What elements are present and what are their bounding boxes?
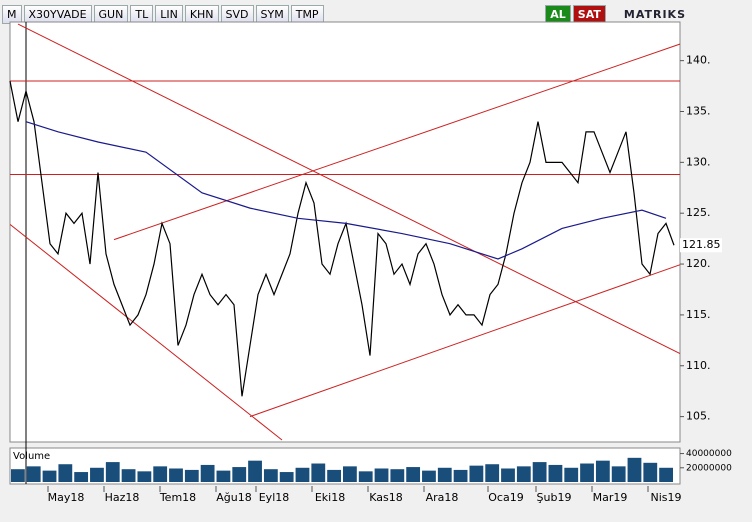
toolbar-button[interactable]: GUN <box>93 4 129 24</box>
toolbar-button[interactable]: SYM <box>255 4 289 24</box>
volume-bar <box>406 467 421 482</box>
y-tick-label: 105. <box>686 410 711 423</box>
volume-bar <box>169 468 183 482</box>
volume-bar <box>595 460 610 482</box>
toolbar-button[interactable]: TMP <box>290 4 324 24</box>
volume-bar <box>485 464 500 482</box>
x-tick-label: Eyl18 <box>259 491 290 504</box>
volume-tick-label: 40000000 <box>686 449 732 459</box>
toolbar-button[interactable]: TL <box>130 4 154 24</box>
volume-bar <box>26 466 41 482</box>
brand: MATRIKS <box>623 7 686 21</box>
volume-bar <box>90 467 104 482</box>
volume-bar <box>516 466 531 482</box>
volume-bar <box>263 469 278 482</box>
moving-average <box>25 121 667 260</box>
y-tick-label: 130. <box>686 155 711 168</box>
last-price-label: 121.85 <box>682 238 721 251</box>
y-tick-label: 140. <box>686 54 711 67</box>
volume-bar <box>153 466 168 482</box>
volume-bar <box>358 471 373 482</box>
volume-bar <box>232 467 247 482</box>
volume-bar <box>580 463 594 482</box>
volume-bar <box>105 462 120 482</box>
x-tick-label: Şub19 <box>537 491 572 504</box>
toolbar-button[interactable]: LIN <box>155 4 183 24</box>
y-tick-label: 115. <box>686 308 711 321</box>
trend-line <box>249 264 680 418</box>
volume-bar <box>564 467 579 482</box>
plot-area <box>9 21 681 443</box>
volume-bar <box>311 463 326 482</box>
y-tick-label: 125. <box>686 206 711 219</box>
volume-bar <box>200 464 215 482</box>
last-price-box <box>680 238 722 253</box>
volume-label: Volume <box>13 451 50 462</box>
volume-bar <box>659 467 673 482</box>
x-tick-label: May18 <box>48 491 85 504</box>
y-tick-label: 135. <box>686 104 711 117</box>
volume-bar <box>58 464 73 482</box>
volume-bar <box>11 469 25 482</box>
volume-bar <box>121 469 136 482</box>
volume-bar <box>437 467 452 482</box>
volume-bar <box>469 465 484 482</box>
x-tick-label: Oca19 <box>488 491 523 504</box>
volume-bar <box>453 469 468 482</box>
volume-bar <box>390 469 405 482</box>
x-tick-label: Mar19 <box>593 491 628 504</box>
y-tick-label: 110. <box>686 359 711 372</box>
volume-bar <box>74 472 89 482</box>
toolbar: M X30YVADE GUN TL LIN KHN SVD SYM TMP AL… <box>2 2 748 26</box>
volume-bar <box>137 471 152 482</box>
volume-tick-label: 20000000 <box>686 463 732 473</box>
trend-line <box>10 223 283 441</box>
volume-bar <box>184 469 199 482</box>
x-tick-label: Haz18 <box>105 491 140 504</box>
volume-bar <box>611 466 626 482</box>
volume-bar <box>343 466 357 482</box>
volume-bar <box>279 472 294 482</box>
x-tick-label: Nis19 <box>650 491 681 504</box>
volume-bar <box>627 457 642 482</box>
volume-bar <box>295 467 310 482</box>
x-tick-label: Tem18 <box>159 491 196 504</box>
x-tick-label: Eki18 <box>315 491 345 504</box>
toolbar-button[interactable]: SVD <box>220 4 254 24</box>
volume-bar <box>548 464 563 482</box>
volume-bar <box>374 468 389 482</box>
volume-bar <box>532 462 547 482</box>
y-tick-label: 120. <box>686 257 711 270</box>
x-tick-label: Kas18 <box>369 491 403 504</box>
price-line <box>9 80 675 397</box>
volume-bar <box>327 469 341 482</box>
x-tick-label: Ağu18 <box>216 491 251 504</box>
volume-bar <box>42 470 57 482</box>
volume-bar <box>422 470 436 482</box>
volume-bar <box>501 468 515 482</box>
symbol[interactable]: X30YVADE <box>23 4 92 24</box>
volume-bar <box>643 462 658 482</box>
volume-bar <box>248 460 262 482</box>
trend-line <box>17 23 680 355</box>
trend-line <box>113 43 680 241</box>
volume-bar <box>216 470 231 482</box>
x-tick-label: Ara18 <box>426 491 459 504</box>
